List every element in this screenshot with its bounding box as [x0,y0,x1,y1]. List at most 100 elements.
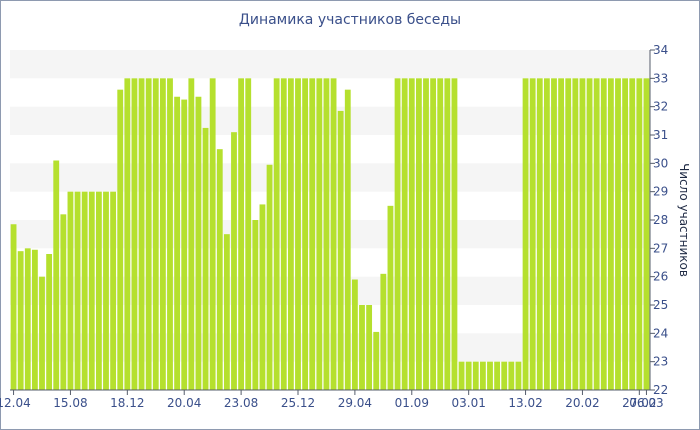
bar [188,78,195,390]
grid-band [10,50,650,79]
y-tick-label: 23 [653,355,668,369]
bar [494,361,501,390]
bar [622,78,629,390]
bar [295,78,301,390]
bar [110,191,117,390]
bar [472,361,479,390]
bar [152,78,159,390]
y-tick-label: 22 [653,383,668,397]
bar [209,78,216,390]
bar [223,234,230,390]
y-ticks: 22 23 24 25 26 27 28 29 30 31 32 33 34 [650,43,668,397]
grid-band [10,220,650,249]
x-tick-label: 27.02 [622,396,656,410]
y-tick-label: 33 [653,71,668,85]
bar [159,78,166,390]
bar [408,78,415,390]
bar [131,78,138,390]
x-tick-label: 13.02 [508,396,542,410]
bar [273,78,280,390]
x-tick-label: 29.04 [338,396,372,410]
x-tick-label: 01.09 [395,396,429,410]
bar [572,78,579,390]
bar [124,78,131,390]
x-tick-label: 03.01 [451,396,485,410]
bar [10,224,17,390]
y-tick-label: 29 [653,185,668,199]
x-tick-label: 18.12 [110,396,144,410]
y-tick-label: 30 [653,156,668,170]
bar [536,78,543,390]
bar [458,361,465,390]
bar [245,78,252,390]
bar [88,191,95,390]
bar [280,78,287,390]
bar [551,78,557,390]
bar [81,191,88,390]
bar [487,361,493,390]
bar [117,89,124,391]
x-tick-label: 20.04 [167,396,201,410]
bar [74,191,81,390]
bar [430,78,437,390]
bar [501,361,508,390]
bar [543,78,550,390]
x-tick-label: 23.08 [224,396,258,410]
bar [444,78,451,390]
bar [238,78,245,390]
bar [479,361,486,390]
bar [565,78,572,390]
bar [67,191,74,390]
bar [344,89,351,391]
grid-band [10,163,650,192]
bar [302,78,309,390]
bar [607,78,614,390]
x-tick-label: 15.08 [53,396,87,410]
bar [359,305,365,390]
x-tick-label: 25.12 [281,396,315,410]
bar [373,331,380,390]
bar [309,78,316,390]
bar [24,248,31,390]
bar [181,99,188,390]
y-tick-label: 24 [653,326,668,340]
bar [95,191,102,390]
y-tick-label: 34 [653,43,668,57]
bar [394,78,401,390]
bar [515,361,522,390]
bar [415,78,422,390]
bar [174,96,181,390]
bar [586,78,593,390]
x-ticks: 12.04 15.08 18.12 20.04 23.08 25.12 29.04 01.09… [0,390,664,410]
bar [138,78,145,390]
bar [330,78,337,390]
bar [316,78,323,390]
grid-bands [10,50,650,362]
bar [195,96,202,390]
bar [508,361,515,390]
bar [202,127,209,391]
bar [17,251,24,390]
y-tick-label: 25 [653,298,668,312]
y-tick-label: 31 [653,128,668,142]
bar [323,78,330,390]
bar [593,78,600,390]
bar [465,361,472,390]
bar [615,78,621,390]
bar [287,78,294,390]
bar [643,78,650,390]
grid-band [10,106,650,135]
x-tick-label: 20.02 [565,396,599,410]
bar [380,273,387,390]
grid-band [10,276,650,305]
bar [259,204,266,390]
bar [558,78,565,390]
bars-group [10,78,650,391]
x-tick-label: 12.04 [0,396,31,410]
bar [522,78,529,390]
chart-title: Динамика участников беседы [238,12,462,28]
y-tick-label: 26 [653,270,668,284]
bar [252,220,259,390]
x-tick-label: 06.03 [629,396,663,410]
